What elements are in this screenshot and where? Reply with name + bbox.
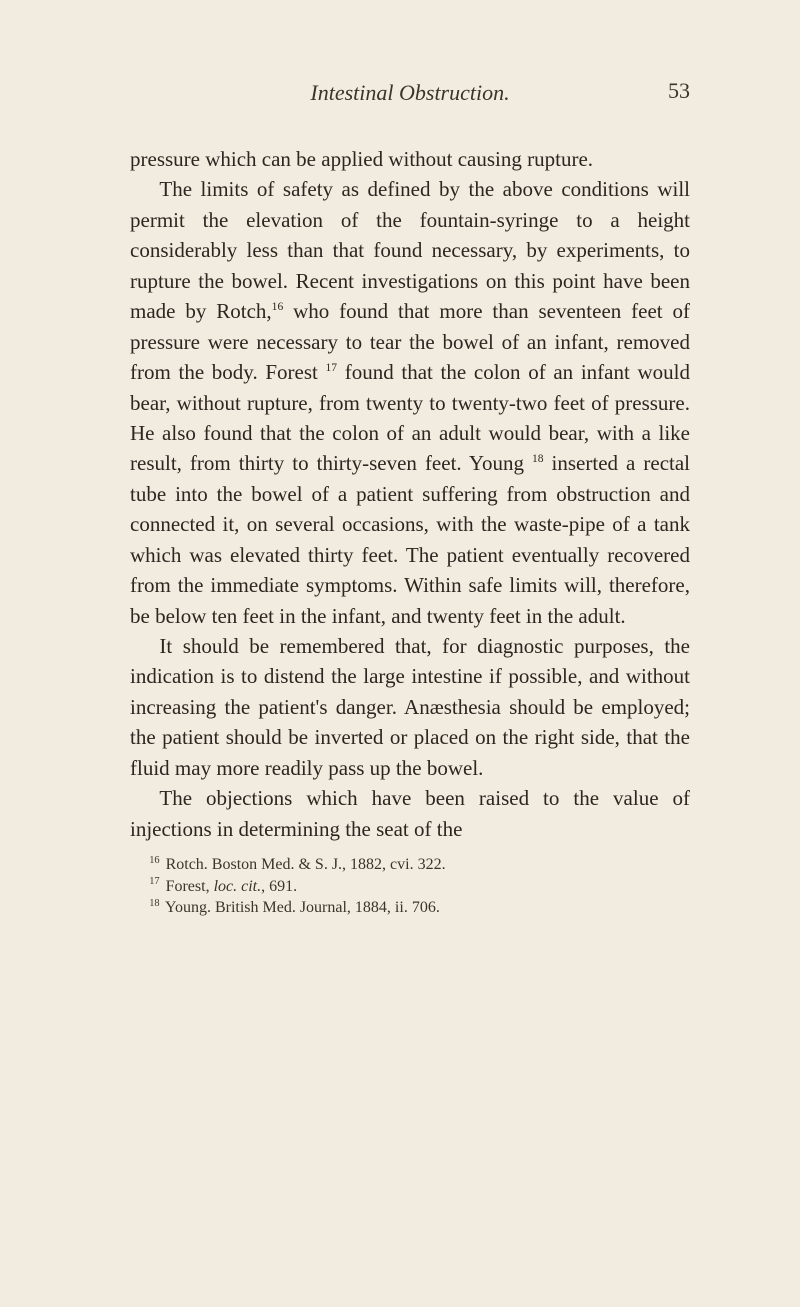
- footnote-ref-17: 17: [326, 362, 338, 374]
- page-number: 53: [668, 78, 690, 104]
- page-header: Intestinal Obstruction. 53: [130, 80, 690, 106]
- text: It should be remembered that, for diagno…: [130, 634, 690, 780]
- text: pressure which can be applied without ca…: [130, 147, 593, 171]
- footnote-text: , 691.: [261, 878, 297, 895]
- paragraph-2: The limits of safety as defined by the a…: [130, 174, 690, 631]
- body-text: pressure which can be applied without ca…: [130, 144, 690, 844]
- footnote-number: 17: [149, 876, 159, 887]
- footnote-text: Forest,: [162, 878, 214, 895]
- page: Intestinal Obstruction. 53 pressure whic…: [0, 0, 800, 1307]
- footnote-italic: loc. cit.: [214, 878, 262, 895]
- footnote-18: 18 Young. British Med. Journal, 1884, ii…: [130, 897, 690, 919]
- footnote-number: 16: [149, 855, 159, 866]
- running-title: Intestinal Obstruction.: [310, 80, 509, 106]
- footnote-number: 18: [149, 898, 159, 909]
- footnote-ref-16: 16: [272, 301, 284, 313]
- paragraph-1: pressure which can be applied without ca…: [130, 144, 690, 174]
- footnote-ref-18: 18: [532, 453, 544, 465]
- text: The objections which have been raised to…: [130, 786, 690, 840]
- footnote-text: Young. British Med. Journal, 1884, ii. 7…: [162, 899, 440, 916]
- footnotes: 16 Rotch. Boston Med. & S. J., 1882, cvi…: [130, 854, 690, 919]
- paragraph-4: The objections which have been raised to…: [130, 783, 690, 844]
- footnote-text: Rotch. Boston Med. & S. J., 1882, cvi. 3…: [162, 856, 446, 873]
- footnote-17: 17 Forest, loc. cit., 691.: [130, 876, 690, 898]
- footnote-16: 16 Rotch. Boston Med. & S. J., 1882, cvi…: [130, 854, 690, 876]
- text: inserted a rectal tube into the bowel of…: [130, 451, 690, 627]
- paragraph-3: It should be remembered that, for diagno…: [130, 631, 690, 783]
